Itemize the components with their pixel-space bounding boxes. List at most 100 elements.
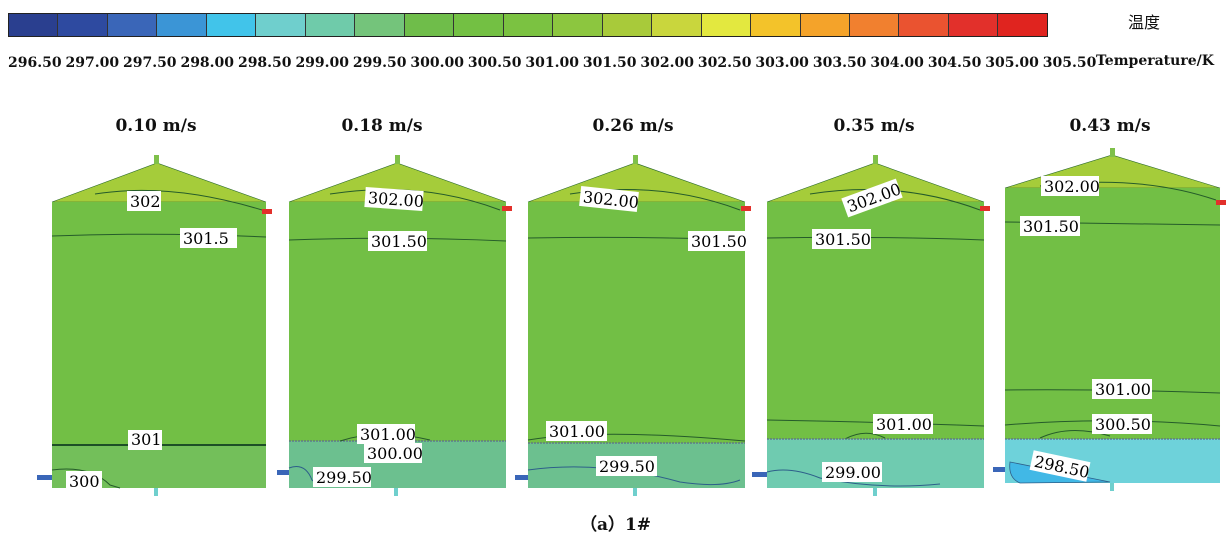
- label-bg: [1020, 216, 1080, 236]
- label-bg: [364, 187, 424, 211]
- tank-3-inlet-nozzle: [515, 475, 528, 480]
- tank-5-outlet-nozzle: [1216, 200, 1226, 205]
- tank-3-bottom-nozzle: [633, 488, 637, 496]
- label-bg: [1092, 379, 1152, 399]
- label-bg: [364, 443, 422, 463]
- figure-caption: （a）1#: [579, 515, 652, 535]
- tank-1-inlet-nozzle: [37, 475, 52, 480]
- colorbar-tick-16: 304.50: [927, 55, 982, 71]
- label-bg: [873, 414, 933, 434]
- colorbar-swatch-3: [157, 14, 207, 36]
- tank-4-upper-region: [767, 202, 984, 439]
- tank-2-label-300: 300.00: [367, 444, 423, 463]
- tank-5-label-301-5: 301.50: [1023, 217, 1079, 236]
- tank-3-label-299-5: 299.50: [599, 457, 655, 476]
- label-bg: [1029, 450, 1091, 482]
- colorbar-swatch-13: [652, 14, 702, 36]
- tank-1: 302 301.5 301 300: [37, 155, 272, 496]
- tank-4-bottom-nozzle: [873, 488, 877, 496]
- colorbar-swatch-19: [948, 14, 999, 36]
- colorbar-swatch-18: [899, 14, 949, 36]
- tank-4-top-nozzle: [873, 155, 878, 164]
- legend-title-chinese: 温度: [1128, 13, 1161, 32]
- tank-3-contour-299-5: [527, 466, 741, 486]
- colorbar-tick-17: 305.00: [985, 55, 1039, 71]
- tank-2-top-nozzle: [395, 155, 400, 164]
- tank-1-label-302: 302: [130, 192, 161, 211]
- colorbar-tick-12: 302.50: [697, 55, 752, 71]
- label-bg: [368, 231, 427, 251]
- colorbar-swatch-4: [206, 14, 257, 36]
- label-bg: [688, 231, 747, 251]
- tank-5-label-301: 301.00: [1095, 380, 1151, 399]
- tank-4-contour-301-5: [766, 236, 985, 241]
- label-bg: [127, 191, 161, 211]
- tank-4-label-301: 301.00: [876, 415, 932, 434]
- tank-4-contour-300-5: [844, 432, 886, 440]
- tank-contours-svg: 302 301.5 301 300 302.00 301.50: [37, 148, 1226, 496]
- colorbar-swatch-8: [404, 14, 455, 36]
- colorbar-tick-4: 298.50: [237, 55, 292, 71]
- label-bg: [546, 421, 607, 441]
- tank-1-label-300: 300: [69, 472, 100, 491]
- colorbar-tick-3: 298.00: [180, 55, 235, 71]
- colorbar-swatch-14: [701, 14, 752, 36]
- tank-4-outlet-nozzle: [980, 206, 990, 211]
- colorbar-swatch-16: [800, 14, 850, 36]
- colorbar-swatch-1: [58, 14, 108, 36]
- colorbar-swatch-9: [454, 14, 504, 36]
- colorbar-tick-2: 297.50: [122, 55, 177, 71]
- label-bg: [357, 424, 415, 444]
- tank-1-outlet-nozzle: [262, 209, 272, 214]
- label-bg: [180, 228, 237, 248]
- temperature-colorbar: [8, 13, 1048, 37]
- colorbar-tick-15: 304.00: [870, 55, 924, 71]
- label-bg: [1041, 176, 1099, 196]
- tank-1-top-nozzle: [154, 155, 159, 164]
- tank-5-inlet-nozzle: [993, 467, 1005, 472]
- label-bg: [579, 186, 639, 212]
- tank-1-label-301-5: 301.5: [183, 229, 229, 248]
- tank-1-roof-contour: [94, 189, 263, 211]
- colorbar-tick-1: 297.00: [65, 55, 120, 71]
- tank-2-contour-299-5: [288, 466, 321, 487]
- colorbar-swatch-7: [355, 14, 405, 36]
- tank-5-label-302: 302.00: [1044, 177, 1100, 196]
- tank-5-label-300-5: 300.50: [1095, 415, 1151, 434]
- tank-4-label-299: 299.00: [825, 463, 881, 482]
- tank-5-roof: [1004, 154, 1221, 189]
- colorbar-swatch-2: [107, 14, 158, 36]
- colorbar-tick-0: 296.50: [8, 55, 62, 71]
- tank-2-title: 0.18 m/s: [341, 116, 423, 136]
- tank-2-bottom-nozzle: [394, 488, 398, 496]
- colorbar-tick-10: 301.50: [582, 55, 637, 71]
- tank-4: 302.00 301.50 301.00 299.00: [752, 155, 990, 496]
- label-bg: [841, 178, 903, 218]
- tank-4-title: 0.35 m/s: [833, 116, 915, 136]
- tank-1-bottom-nozzle: [154, 488, 158, 496]
- tank-2: 302.00 301.50 301.00 300.00 299.50: [277, 155, 512, 496]
- colorbar-tick-11: 302.00: [640, 55, 694, 71]
- tank-1-contour-301-5: [51, 233, 267, 238]
- colorbar-tick-5: 299.00: [295, 55, 350, 71]
- colorbar-swatch-12: [602, 14, 653, 36]
- label-bg: [596, 456, 657, 476]
- colorbar-tick-18: 305.50: [1042, 55, 1097, 71]
- tank-5-bottom-nozzle: [1110, 483, 1114, 491]
- tank-2-label-302: 302.00: [367, 188, 424, 211]
- colorbar-tick-labels: 296.50 297.00 297.50 298.00 298.50 299.00 299.…: [8, 55, 1096, 75]
- colorbar-tick-9: 301.00: [525, 55, 579, 71]
- colorbar-swatch-6: [305, 14, 356, 36]
- label-bg: [128, 430, 162, 450]
- label-bg: [1092, 414, 1152, 434]
- tank-3-title: 0.26 m/s: [592, 116, 674, 136]
- tank-1-label-301: 301: [131, 430, 162, 449]
- label-bg: [812, 229, 871, 249]
- colorbar-tick-14: 303.50: [812, 55, 867, 71]
- colorbar-tick-7: 300.00: [410, 55, 465, 71]
- label-bg: [66, 471, 102, 491]
- colorbar-swatch-11: [553, 14, 603, 36]
- tank-3-outlet-nozzle: [741, 206, 751, 211]
- colorbar-tick-13: 303.00: [755, 55, 809, 71]
- colorbar-swatch-5: [256, 14, 306, 36]
